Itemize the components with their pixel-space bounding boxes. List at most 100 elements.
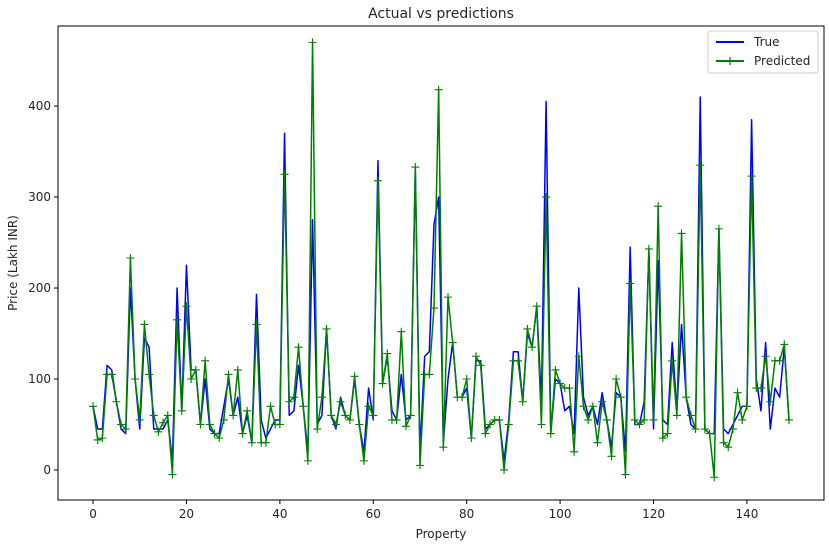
data-point-predicted: [313, 425, 322, 434]
data-point-predicted: [518, 397, 527, 406]
data-point-predicted: [584, 415, 593, 424]
data-point-predicted: [644, 244, 653, 253]
data-point-predicted: [98, 434, 107, 443]
data-point-predicted: [677, 229, 686, 238]
data-point-predicted: [654, 202, 663, 211]
data-point-predicted: [322, 324, 331, 333]
data-point-predicted: [308, 38, 317, 47]
data-point-predicted: [289, 393, 298, 402]
data-point-predicted: [635, 420, 644, 429]
data-point-predicted: [579, 402, 588, 411]
plot-area: [57, 25, 825, 501]
series-layer: [89, 38, 793, 482]
data-point-predicted: [700, 425, 709, 434]
data-point-predicted: [621, 470, 630, 479]
y-tick-label: 400: [28, 99, 51, 113]
x-axis-ticks: 0 20 40 60 80 100 120 140: [89, 500, 758, 521]
data-point-predicted: [201, 356, 210, 365]
data-point-predicted: [261, 438, 270, 447]
data-point-predicted: [275, 420, 284, 429]
x-tick-label: 100: [549, 507, 572, 521]
x-tick-label: 140: [735, 507, 758, 521]
data-point-predicted: [551, 365, 560, 374]
data-point-predicted: [784, 415, 793, 424]
data-point-predicted: [742, 402, 751, 411]
legend-label-predicted: Predicted: [754, 54, 810, 68]
data-point-predicted: [397, 327, 406, 336]
data-point-predicted: [719, 438, 728, 447]
data-point-predicted: [331, 420, 340, 429]
data-point-predicted: [696, 161, 705, 170]
data-point-predicted: [766, 397, 775, 406]
data-point-predicted: [565, 384, 574, 393]
data-point-predicted: [117, 420, 126, 429]
data-point-predicted: [481, 429, 490, 438]
data-point-predicted: [238, 429, 247, 438]
data-point-predicted: [107, 370, 116, 379]
data-point-predicted: [378, 379, 387, 388]
data-point-predicted: [532, 302, 541, 311]
data-point-predicted: [500, 465, 509, 474]
data-point-predicted: [546, 429, 555, 438]
data-point-predicted: [364, 402, 373, 411]
legend: True Predicted: [707, 30, 819, 74]
data-point-predicted: [383, 349, 392, 358]
data-point-predicted: [411, 163, 420, 172]
data-point-predicted: [341, 411, 350, 420]
data-point-predicted: [528, 343, 537, 352]
data-point-predicted: [145, 370, 154, 379]
data-point-predicted: [140, 320, 149, 329]
data-point-predicted: [131, 374, 140, 383]
data-point-predicted: [775, 356, 784, 365]
chart-title: Actual vs predictions: [368, 6, 514, 22]
data-point-predicted: [121, 425, 130, 434]
data-point-predicted: [345, 415, 354, 424]
data-point-predicted: [780, 340, 789, 349]
data-point-predicted: [373, 176, 382, 185]
data-point-predicted: [163, 411, 172, 420]
y-tick-label: 300: [28, 190, 51, 204]
data-point-predicted: [252, 320, 261, 329]
x-axis-label: Property: [416, 527, 467, 541]
data-point-predicted: [173, 315, 182, 324]
data-point-predicted: [630, 415, 639, 424]
data-point-predicted: [747, 172, 756, 181]
data-point-predicted: [724, 443, 733, 452]
data-point-predicted: [714, 224, 723, 233]
data-point-predicted: [476, 361, 485, 370]
x-tick-label: 60: [366, 507, 381, 521]
y-tick-label: 100: [28, 372, 51, 386]
data-point-predicted: [205, 420, 214, 429]
data-point-predicted: [112, 397, 121, 406]
data-point-predicted: [472, 352, 481, 361]
data-point-predicted: [359, 456, 368, 465]
data-point-predicted: [570, 447, 579, 456]
data-point-predicted: [415, 461, 424, 470]
data-point-predicted: [556, 379, 565, 388]
x-tick-label: 40: [272, 507, 287, 521]
data-point-predicted: [215, 434, 224, 443]
data-point-predicted: [607, 452, 616, 461]
x-tick-label: 120: [642, 507, 665, 521]
data-point-predicted: [187, 374, 196, 383]
data-point-predicted: [593, 438, 602, 447]
data-point-predicted: [89, 402, 98, 411]
legend-label-true: True: [753, 35, 780, 49]
data-point-predicted: [350, 372, 359, 381]
data-point-predicted: [612, 374, 621, 383]
data-point-predicted: [733, 388, 742, 397]
legend-marker-predicted: [726, 57, 734, 65]
data-point-predicted: [243, 406, 252, 415]
data-point-predicted: [467, 434, 476, 443]
data-point-predicted: [299, 402, 308, 411]
data-point-predicted: [149, 411, 158, 420]
data-point-predicted: [177, 406, 186, 415]
data-point-predicted: [327, 411, 336, 420]
data-point-predicted: [668, 356, 677, 365]
data-point-predicted: [602, 415, 611, 424]
data-point-predicted: [425, 370, 434, 379]
x-tick-label: 80: [459, 507, 474, 521]
data-point-predicted: [266, 402, 275, 411]
data-point-predicted: [401, 422, 410, 431]
